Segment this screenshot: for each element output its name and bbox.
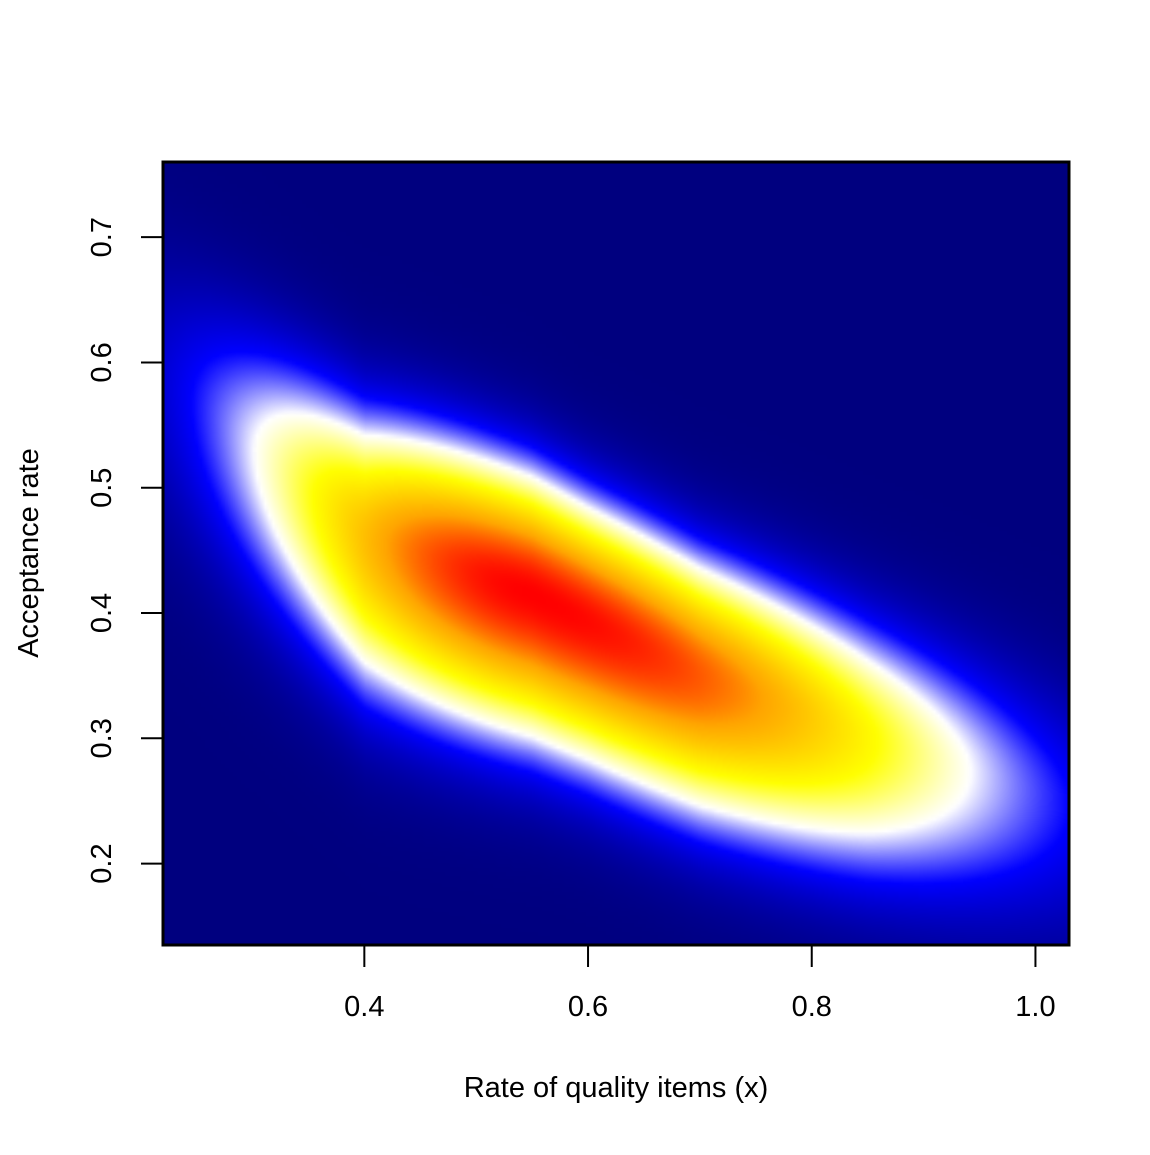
y-axis: 0.2 0.3 0.4 0.5 0.6 0.7 <box>86 217 164 884</box>
y-axis-title: Acceptance rate <box>13 448 45 658</box>
y-tick-label: 0.3 <box>86 718 118 758</box>
x-axis-title: Rate of quality items (x) <box>464 1072 769 1104</box>
y-tick-label: 0.2 <box>86 843 118 883</box>
x-tick-label: 0.6 <box>568 991 608 1023</box>
density-heatmap <box>163 162 1069 945</box>
x-axis: 0.4 0.6 0.8 1.0 <box>344 944 1056 1023</box>
y-tick-label: 0.5 <box>86 468 118 508</box>
y-tick-label: 0.4 <box>86 593 118 633</box>
y-tick-label: 0.6 <box>86 342 118 382</box>
x-tick-label: 0.4 <box>344 991 384 1023</box>
plot-area <box>161 160 1071 947</box>
y-tick-label: 0.7 <box>86 217 118 257</box>
x-tick-label: 0.8 <box>792 991 832 1023</box>
x-tick-label: 1.0 <box>1015 991 1055 1023</box>
